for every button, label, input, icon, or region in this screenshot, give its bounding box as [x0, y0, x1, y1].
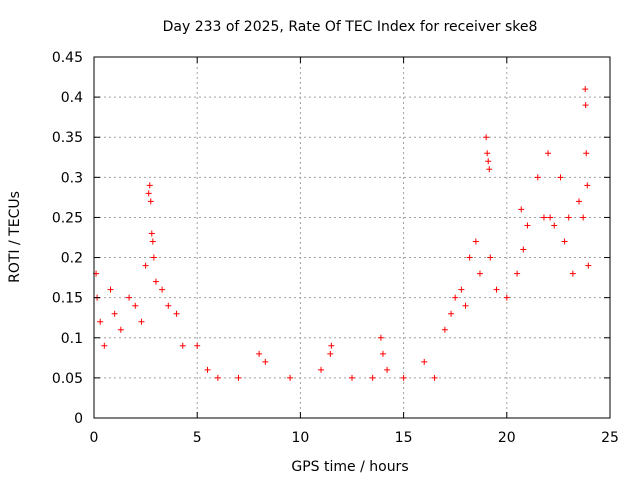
data-point [565, 214, 572, 221]
data-point [431, 374, 438, 381]
y-tick-label: 0.45 [52, 50, 83, 66]
x-tick-label: 15 [395, 430, 413, 446]
y-tick-label: 0.35 [52, 130, 83, 146]
x-axis-label: GPS time / hours [291, 459, 408, 475]
data-point [107, 286, 114, 293]
data-point [97, 318, 104, 325]
data-point [256, 350, 263, 357]
data-point [540, 214, 547, 221]
data-point [327, 350, 334, 357]
data-point [503, 294, 510, 301]
data-point [146, 182, 153, 189]
data-point [514, 270, 521, 277]
data-point [584, 182, 591, 189]
data-point [194, 342, 201, 349]
data-point [287, 374, 294, 381]
data-point [520, 246, 527, 253]
data-point [214, 374, 221, 381]
data-point [421, 358, 428, 365]
y-tick-label: 0.2 [61, 251, 83, 267]
data-point [379, 350, 386, 357]
data-point [400, 374, 407, 381]
data-point [493, 286, 500, 293]
data-point [484, 150, 491, 157]
data-point [534, 174, 541, 181]
data-point [149, 238, 156, 245]
x-tick-label: 0 [90, 430, 99, 446]
data-point [472, 238, 479, 245]
data-point [165, 302, 172, 309]
data-point [262, 358, 269, 365]
data-point [152, 278, 159, 285]
data-point [486, 166, 493, 173]
data-point [466, 254, 473, 261]
data-point [582, 102, 589, 109]
y-tick-label: 0.25 [52, 210, 83, 226]
y-axis-label: ROTI / TECUs [7, 191, 23, 283]
data-point [462, 302, 469, 309]
data-point [142, 262, 149, 269]
data-point [561, 238, 568, 245]
data-point [485, 158, 492, 165]
data-point [204, 366, 211, 373]
y-tick-label: 0.05 [52, 371, 83, 387]
plot-frame [93, 56, 611, 419]
data-point [132, 302, 139, 309]
data-point [235, 374, 242, 381]
data-point [458, 286, 465, 293]
data-point [557, 174, 564, 181]
data-point [159, 286, 166, 293]
data-point [547, 214, 554, 221]
x-tick-label: 25 [601, 430, 619, 446]
data-point [583, 150, 590, 157]
data-point [328, 342, 335, 349]
data-point [569, 270, 576, 277]
data-point [551, 222, 558, 229]
data-point [585, 262, 592, 269]
data-points [93, 86, 592, 381]
axes: 0 5 10 15 20 25 0 0.05 0.1 0.15 0.2 0.25 0.3 0.35 0.4 0… [52, 50, 619, 446]
data-point [111, 310, 118, 317]
x-tick-label: 5 [193, 430, 202, 446]
x-tick-label: 10 [291, 430, 309, 446]
data-point [580, 214, 587, 221]
data-point [148, 230, 155, 237]
y-tick-label: 0.4 [61, 90, 83, 106]
data-point [518, 206, 525, 213]
data-point [487, 254, 494, 261]
data-point [126, 294, 133, 301]
data-point [179, 342, 186, 349]
data-point [150, 254, 157, 261]
data-point [318, 366, 325, 373]
data-point [145, 190, 152, 197]
chart-title: Day 233 of 2025, Rate Of TEC Index for r… [163, 19, 538, 35]
data-point [476, 270, 483, 277]
data-point [117, 326, 124, 333]
y-tick-label: 0.15 [52, 291, 83, 307]
data-point [101, 342, 108, 349]
y-tick-label: 0.1 [61, 331, 83, 347]
data-point [377, 334, 384, 341]
y-tick-label: 0 [74, 411, 83, 427]
data-point [349, 374, 355, 381]
y-tick-label: 0.3 [61, 170, 83, 186]
data-point [524, 222, 531, 229]
data-point [369, 374, 376, 381]
data-point [452, 294, 459, 301]
data-point [448, 310, 455, 317]
data-point [147, 198, 154, 205]
data-point [173, 310, 180, 317]
x-tick-label: 20 [498, 430, 516, 446]
data-point [384, 366, 391, 373]
data-point [138, 318, 145, 325]
data-point [582, 86, 589, 93]
grid [94, 57, 610, 418]
data-point [441, 326, 448, 333]
data-point [545, 150, 552, 157]
data-point [483, 134, 490, 141]
data-point [576, 198, 583, 205]
